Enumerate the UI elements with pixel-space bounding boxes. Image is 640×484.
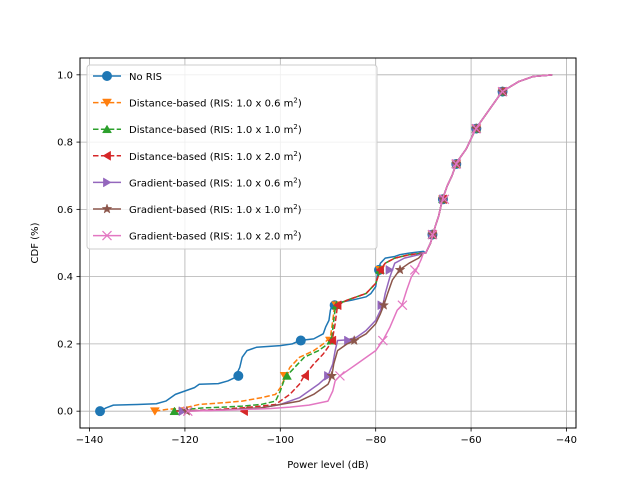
series-marker [149,407,160,416]
y-tick-label: 0.6 [57,205,73,216]
legend-label: Gradient-based (RIS: 1.0 x 2.0 m2) [129,230,302,243]
series-marker [394,264,406,275]
x-tick-label: −60 [461,435,482,446]
legend-label-text: Gradient-based (RIS: 1.0 x 2.0 m [129,232,293,243]
series-marker [324,370,333,381]
x-axis-label: Power level (dB) [287,460,368,471]
plot-frame [79,57,577,429]
legend-label: Distance-based (RIS: 1.0 x 0.6 m2) [129,97,302,110]
series-marker [375,264,384,275]
legend-superscript: 2 [293,150,297,158]
legend-marker [102,98,112,108]
legend-marker [102,71,112,81]
legend-marker [102,124,112,134]
legend-marker [103,177,112,188]
x-tick-label: −120 [171,435,198,446]
legend-label: Distance-based (RIS: 1.0 x 2.0 m2) [129,150,302,163]
legend-label-text: Distance-based (RIS: 1.0 x 0.6 m [129,99,293,110]
legend-superscript: 2 [293,230,297,238]
y-tick-label: 0.4 [57,272,73,283]
y-tick-label: 0.2 [57,339,73,350]
legend-label: No RIS [129,72,162,83]
legend-close-paren: ) [298,232,302,243]
legend-close-paren: ) [298,152,302,163]
series-marker [334,370,345,381]
legend-item: Gradient-based (RIS: 1.0 x 1.0 m2) [93,203,302,216]
legend-superscript: 2 [293,123,297,131]
series-marker [378,299,390,310]
series-marker [95,406,106,417]
legend-superscript: 2 [293,97,297,105]
x-tick-label: −80 [365,435,386,446]
x-tick-label: −40 [556,435,577,446]
series-marker [300,370,309,381]
legend-label-text: Distance-based (RIS: 1.0 x 2.0 m [129,152,293,163]
legend-item: Gradient-based (RIS: 1.0 x 2.0 m2) [93,230,302,243]
y-tick-label: 1.0 [57,70,73,81]
series-marker [178,406,188,417]
series-layer [95,74,553,417]
legend-label: Gradient-based (RIS: 1.0 x 1.0 m2) [129,203,302,216]
legend-item: Distance-based (RIS: 1.0 x 0.6 m2) [93,97,302,110]
legend-label-text: Gradient-based (RIS: 1.0 x 0.6 m [129,178,293,189]
legend-label-text: Distance-based (RIS: 1.0 x 1.0 m [129,125,293,136]
series-marker [409,264,420,275]
legend-label: Distance-based (RIS: 1.0 x 1.0 m2) [129,123,302,136]
y-tick-label: 0.0 [57,407,73,418]
y-tick-label: 0.8 [57,138,73,149]
x-tick-label: −100 [267,435,294,446]
legend-marker [102,230,112,241]
legend-close-paren: ) [298,125,302,136]
series-marker [182,406,193,417]
series-marker [326,370,338,381]
legend-box [86,64,378,250]
legend-marker [102,150,111,161]
series-marker [471,123,482,134]
series-marker [427,229,438,240]
series-marker [397,300,408,311]
series-7 [182,74,553,417]
legend-close-paren: ) [298,178,302,189]
series-marker [327,335,337,346]
legend-close-paren: ) [298,205,302,216]
series-marker [377,335,388,346]
legend-item: No RIS [93,71,162,83]
legend-superscript: 2 [293,203,297,211]
series-marker [295,335,306,346]
legend-item: Gradient-based (RIS: 1.0 x 0.6 m2) [93,176,302,189]
legend-item: Distance-based (RIS: 1.0 x 1.0 m2) [93,123,302,136]
legend-label-text: Gradient-based (RIS: 1.0 x 1.0 m [129,205,293,216]
series-marker [332,300,342,311]
series-marker [385,264,395,275]
series-marker [497,86,508,97]
x-tick-label: −140 [76,435,103,446]
series-marker [233,370,244,381]
legend-superscript: 2 [293,176,297,184]
series-marker [451,159,462,169]
ticks-layer: −140 −120 −100 −80 −60 −40 0.0 0.2 0.4 0.6 0.8 1.0 [57,70,577,446]
legend-label-text: No RIS [129,72,162,83]
legend-close-paren: ) [298,99,302,110]
legend-marker [101,203,113,214]
legend-label: Gradient-based (RIS: 1.0 x 0.6 m2) [129,176,302,189]
legend-item: Distance-based (RIS: 1.0 x 2.0 m2) [93,150,302,163]
series-marker [439,194,450,205]
series-marker [282,371,292,380]
series-marker [348,334,360,346]
series-line [187,74,553,412]
y-axis-label: CDF (%) [30,222,41,263]
